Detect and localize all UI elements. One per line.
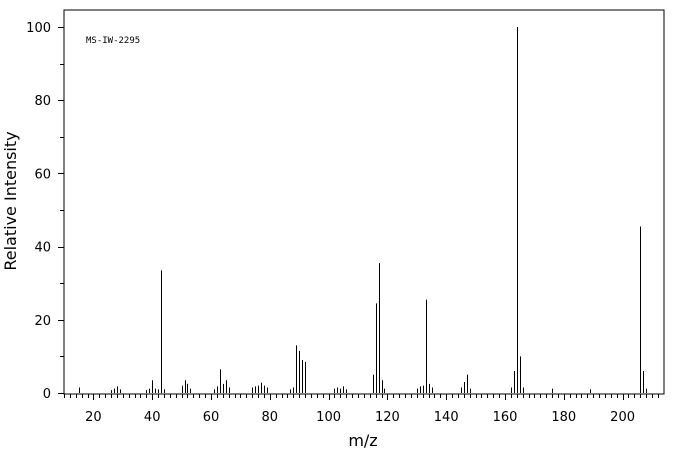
y-tick-label: 20 <box>34 314 51 329</box>
y-tick-label: 100 <box>26 21 51 36</box>
x-tick-label: 40 <box>144 410 161 425</box>
y-axis: 0 20 40 60 80 100 <box>26 21 64 402</box>
y-tick-label: 60 <box>34 167 51 182</box>
plot-frame <box>63 9 665 395</box>
x-tick-label: 20 <box>85 410 102 425</box>
x-tick-label: 180 <box>551 410 576 425</box>
x-tick-label: 160 <box>493 410 518 425</box>
spectrum-peaks <box>79 27 647 393</box>
x-tick-label: 80 <box>262 410 279 425</box>
x-tick-label: 140 <box>434 410 459 425</box>
x-axis-title: m/z <box>348 431 377 450</box>
y-axis-title: Relative Intensity <box>1 131 20 270</box>
x-tick-label: 100 <box>316 410 341 425</box>
y-tick-label: 0 <box>43 387 51 402</box>
x-tick-label: 60 <box>203 410 220 425</box>
y-tick-label: 80 <box>34 94 51 109</box>
x-tick-label: 200 <box>610 410 635 425</box>
sample-id-annotation: MS-IW-2295 <box>86 36 140 46</box>
x-axis: 20 40 60 80 100 120 140 160 180 200 <box>64 394 659 425</box>
x-tick-label: 120 <box>375 410 400 425</box>
y-tick-label: 40 <box>34 241 51 256</box>
